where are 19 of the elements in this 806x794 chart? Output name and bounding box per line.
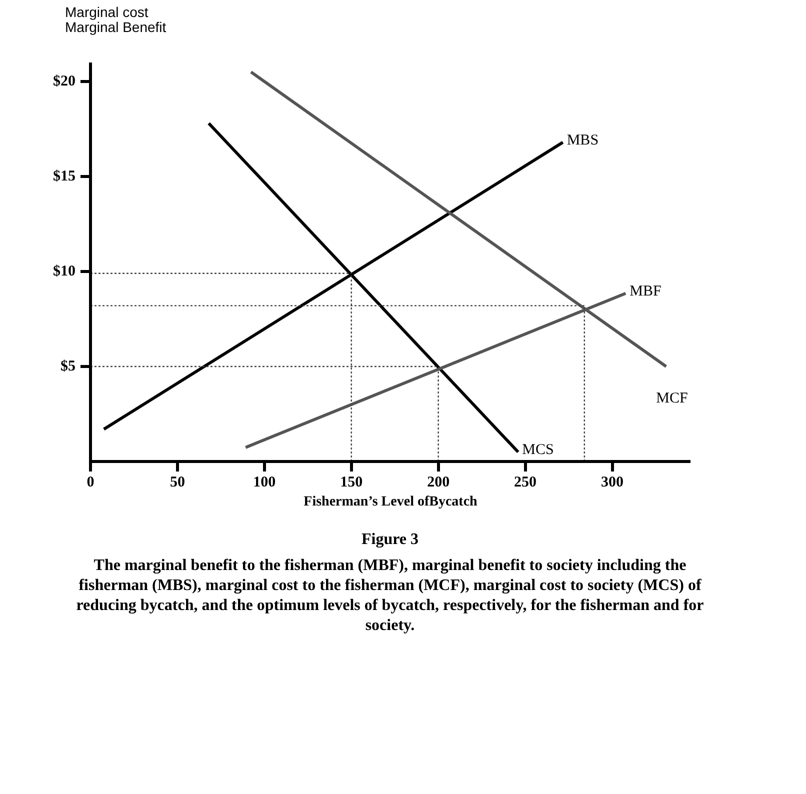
x-tick-label: 100 [253,474,276,491]
y-tick-label: $5 [60,358,76,375]
x-tick-label: 200 [427,474,450,491]
x-tick-label: 150 [340,474,363,491]
x-tick-label: 300 [600,474,624,491]
y-tick-label: $10 [53,264,76,280]
x-axis-title: Fisherman’s Level ofBycatch [304,494,478,510]
series-label: MCS [522,442,554,458]
x-tick-label: 50 [170,474,185,491]
y-tick-label: $15 [53,168,76,185]
y-axis-title: Marginal cost Marginal Benefit [65,4,166,35]
y-tick-label: $20 [53,74,76,90]
series-label: MCF [656,390,688,407]
text: The marginal benefit to the fisherman (MBF), marginal benefit to society including the fisherman (MBS), marginal cost to the fisherman (MCF), marginal cost to society (MCS) of reducing bycatch, and the optimum levels of bycatch, respectively, for the fisherman and for society. [75,556,705,636]
x-tick-label: 0 [86,474,94,491]
series-label: MBS [566,132,599,148]
series-label: MBF [630,283,662,300]
x-tick-label: 250 [514,474,537,491]
caption: Figure 3 [360,530,420,550]
